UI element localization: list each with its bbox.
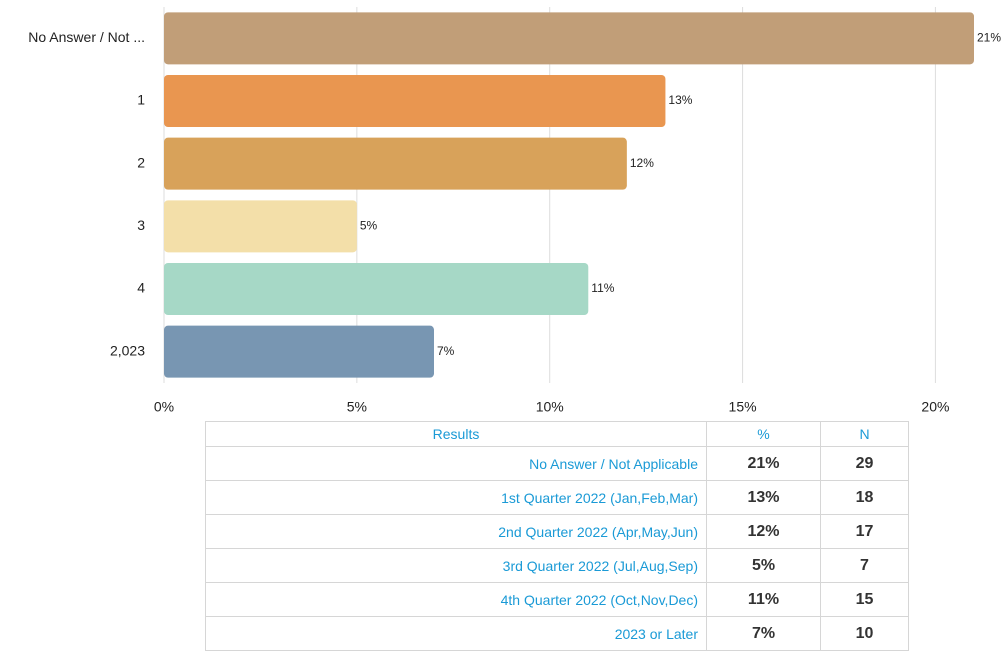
y-tick-label: No Answer / Not ... <box>28 29 145 45</box>
value-label: 13% <box>668 93 692 107</box>
bar <box>164 200 357 253</box>
table-cell: 18 <box>820 480 909 515</box>
table-cell: No Answer / Not Applicable <box>205 446 707 481</box>
value-label: 11% <box>591 281 614 295</box>
table-row: 2023 or Later 7% 10 <box>205 616 909 651</box>
bar <box>164 325 434 378</box>
column-header: N <box>820 421 909 447</box>
bar <box>164 137 627 190</box>
table-cell: 2023 or Later <box>205 616 707 651</box>
table-row: No Answer / Not Applicable 21% 29 <box>205 446 909 481</box>
table-row: 3rd Quarter 2022 (Jul,Aug,Sep) 5% 7 <box>205 548 909 583</box>
y-tick-label: 2,023 <box>110 342 145 358</box>
column-header: Results <box>205 421 707 447</box>
value-label: 5% <box>360 219 378 233</box>
y-tick-label: 4 <box>137 280 145 296</box>
table-cell: 15 <box>820 582 909 617</box>
table-cell: 21% <box>706 446 821 481</box>
table-cell: 5% <box>706 548 821 583</box>
bar <box>164 74 666 128</box>
value-label: 21% <box>977 31 1001 45</box>
table-cell: 7 <box>820 548 909 583</box>
table-row: 2nd Quarter 2022 (Apr,May,Jun) 12% 17 <box>205 514 909 549</box>
table-cell: 12% <box>706 514 821 549</box>
value-label: 7% <box>437 344 455 358</box>
y-tick-label: 1 <box>137 92 145 108</box>
x-tick-label: 0% <box>154 399 174 415</box>
table-cell: 11% <box>706 582 821 617</box>
bar <box>164 262 589 316</box>
x-tick-label: 15% <box>729 399 757 415</box>
table-cell: 1st Quarter 2022 (Jan,Feb,Mar) <box>205 480 707 515</box>
chart: 0% 5% 10% 15% 20% No Answer / Not ... 21% 1 13% 2… <box>28 7 1001 415</box>
table-cell: 10 <box>820 616 909 651</box>
x-tick-label: 5% <box>347 399 367 415</box>
table-cell: 3rd Quarter 2022 (Jul,Aug,Sep) <box>205 548 707 583</box>
x-tick-label: 10% <box>536 399 564 415</box>
table-body: No Answer / Not Applicable 21% 29 1st Quart… <box>205 446 909 651</box>
y-tick-label: 3 <box>137 217 145 233</box>
table-row: 1st Quarter 2022 (Jan,Feb,Mar) 13% 18 <box>205 480 909 515</box>
table-cell: 2nd Quarter 2022 (Apr,May,Jun) <box>205 514 707 549</box>
table-cell: 13% <box>706 480 821 515</box>
x-tick-label: 20% <box>921 399 949 415</box>
table-row: 4th Quarter 2022 (Oct,Nov,Dec) 11% 15 <box>205 582 909 617</box>
table-cell: 29 <box>820 446 909 481</box>
y-tick-label: 2 <box>137 154 145 170</box>
bar <box>164 12 974 65</box>
table-header: Results% N <box>205 421 909 447</box>
column-header: % <box>706 421 821 447</box>
table-cell: 4th Quarter 2022 (Oct,Nov,Dec) <box>205 582 707 617</box>
table-cell: 7% <box>706 616 821 651</box>
results-table: Results% N No Answer / Not Applicable 21% 2… <box>205 421 909 651</box>
value-label: 12% <box>630 156 654 170</box>
table-cell: 17 <box>820 514 909 549</box>
